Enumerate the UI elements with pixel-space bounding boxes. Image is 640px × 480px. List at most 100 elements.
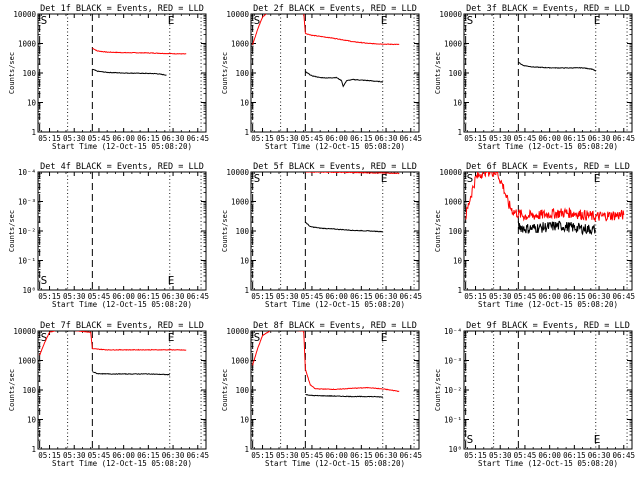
plot-frame [37, 330, 207, 450]
y-tick-label: 10⁻⁴ [18, 168, 36, 177]
start-marker-label: S [41, 274, 48, 287]
x-tick-label: 05:45 [514, 134, 537, 143]
plot-frame [250, 171, 420, 291]
panel-title: Det 4f BLACK = Events, RED = LLD [40, 162, 204, 172]
y-tick-label: 10⁻² [444, 386, 462, 395]
events-series-line [305, 221, 383, 233]
panel-det-7f: Det 7f BLACK = Events, RED = LLD Counts/s… [8, 321, 209, 468]
x-tick-label: 06:00 [112, 451, 135, 460]
lld-series-line [465, 172, 625, 222]
y-tick-label: 10 [240, 257, 250, 266]
panel-det-2f: Det 2f BLACK = Events, RED = LLD Counts/s… [221, 4, 422, 151]
x-tick-label: 06:30 [375, 451, 398, 460]
x-tick-label: 05:15 [464, 134, 487, 143]
start-marker-label: S [41, 14, 48, 27]
x-tick-label: 05:15 [251, 134, 274, 143]
plot-frame [463, 330, 633, 450]
y-tick-label: 10⁻¹ [18, 257, 36, 266]
y-tick-label: 1 [244, 128, 249, 137]
x-tick-label: 06:30 [588, 292, 611, 301]
x-tick-label: 06:45 [399, 451, 422, 460]
x-tick-label: 06:00 [112, 292, 135, 301]
panel-title: Det 8f BLACK = Events, RED = LLD [253, 321, 417, 331]
x-axis-label: Start Time (12-Oct-15 05:08:20) [265, 142, 405, 151]
x-axis-label: Start Time (12-Oct-15 05:08:20) [478, 459, 618, 468]
panel-det-6f: Det 6f BLACK = Events, RED = LLD Counts/s… [434, 162, 635, 309]
lld-series-line [39, 331, 187, 356]
y-tick-label: 10000 [13, 327, 36, 336]
start-marker-label: S [41, 331, 48, 344]
x-tick-label: 05:45 [514, 292, 537, 301]
x-tick-label: 05:15 [38, 451, 61, 460]
end-marker-label: E [168, 274, 175, 287]
y-tick-label: 10000 [226, 327, 249, 336]
lld-series-line [305, 172, 400, 175]
x-tick-label: 06:45 [186, 292, 209, 301]
x-tick-label: 06:00 [538, 134, 561, 143]
end-marker-label: E [381, 331, 388, 344]
y-tick-label: 1000 [231, 40, 250, 49]
x-axis-label: Start Time (12-Oct-15 05:08:20) [478, 142, 618, 151]
x-tick-label: 06:15 [563, 292, 586, 301]
x-tick-label: 05:45 [88, 451, 111, 460]
panel-title: Det 6f BLACK = Events, RED = LLD [466, 162, 630, 172]
y-tick-label: 10⁻⁴ [444, 327, 462, 336]
y-tick-label: 100 [235, 227, 249, 236]
y-tick-label: 1 [457, 128, 462, 137]
panel-title: Det 7f BLACK = Events, RED = LLD [40, 321, 204, 331]
x-tick-label: 06:00 [325, 451, 348, 460]
start-marker-label: S [467, 14, 474, 27]
x-tick-label: 06:45 [612, 451, 635, 460]
x-tick-label: 05:15 [251, 292, 274, 301]
x-tick-label: 05:45 [301, 134, 324, 143]
plot-frame [463, 13, 633, 133]
panel-title: Det 5f BLACK = Events, RED = LLD [253, 162, 417, 172]
x-tick-label: 06:15 [350, 292, 373, 301]
x-tick-label: 06:30 [162, 134, 185, 143]
x-axis-label: Start Time (12-Oct-15 05:08:20) [265, 459, 405, 468]
y-tick-label: 10000 [439, 10, 462, 19]
x-tick-label: 05:45 [301, 292, 324, 301]
y-tick-label: 10⁻³ [18, 198, 36, 207]
x-tick-label: 06:45 [612, 292, 635, 301]
x-tick-label: 06:15 [137, 292, 160, 301]
y-tick-label: 100 [448, 227, 462, 236]
panel-title: Det 9f BLACK = Events, RED = LLD [466, 321, 630, 331]
x-tick-label: 05:15 [464, 292, 487, 301]
plot-frame [37, 171, 207, 291]
x-tick-label: 06:15 [350, 451, 373, 460]
panel-title: Det 3f BLACK = Events, RED = LLD [466, 4, 630, 14]
x-tick-label: 05:30 [63, 292, 86, 301]
y-tick-label: 10 [27, 99, 37, 108]
plot-frame [463, 171, 633, 291]
lld-series-line [252, 14, 400, 46]
x-tick-label: 06:15 [563, 451, 586, 460]
y-tick-label: 1 [244, 445, 249, 454]
y-tick-label: 10000 [226, 168, 249, 177]
x-tick-label: 06:45 [186, 134, 209, 143]
y-tick-label: 10⁰ [448, 445, 462, 454]
x-tick-label: 06:30 [588, 134, 611, 143]
lld-series-line [252, 331, 400, 393]
y-tick-label: 100 [448, 69, 462, 78]
x-tick-label: 05:30 [276, 451, 299, 460]
events-series-line [92, 371, 170, 376]
y-axis-label: Counts/sec [221, 210, 229, 252]
x-tick-label: 06:30 [588, 451, 611, 460]
x-tick-label: 05:30 [63, 451, 86, 460]
y-tick-label: 10 [453, 257, 463, 266]
y-axis-label: Counts/sec [434, 210, 442, 252]
y-tick-label: 100 [235, 386, 249, 395]
y-axis-label: Counts/sec [434, 369, 442, 411]
x-tick-label: 06:15 [350, 134, 373, 143]
panel-det-1f: Det 1f BLACK = Events, RED = LLD Counts/s… [8, 4, 209, 151]
y-tick-label: 1000 [18, 357, 37, 366]
y-tick-label: 10000 [226, 10, 249, 19]
x-tick-label: 06:15 [137, 451, 160, 460]
events-series-line [518, 61, 597, 72]
x-tick-label: 05:30 [489, 451, 512, 460]
x-tick-label: 06:30 [375, 134, 398, 143]
y-tick-label: 1000 [444, 40, 463, 49]
y-tick-label: 100 [235, 69, 249, 78]
panel-title: Det 2f BLACK = Events, RED = LLD [253, 4, 417, 14]
